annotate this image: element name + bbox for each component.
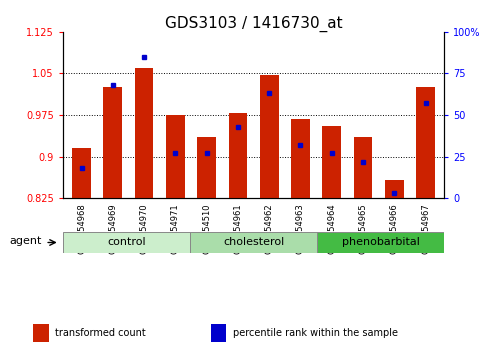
Text: control: control [107, 238, 146, 247]
Text: transformed count: transformed count [55, 328, 146, 338]
Text: percentile rank within the sample: percentile rank within the sample [233, 328, 398, 338]
Bar [103, 87, 122, 198]
Bar [197, 137, 216, 198]
Bar [416, 87, 435, 198]
Bar [260, 75, 279, 198]
Bar [317, 232, 444, 253]
Bar [166, 115, 185, 198]
Bar [211, 324, 227, 342]
Bar [354, 137, 372, 198]
Bar [135, 68, 154, 198]
Bar [385, 180, 404, 198]
Text: agent: agent [10, 236, 42, 246]
Text: cholesterol: cholesterol [223, 238, 284, 247]
Title: GDS3103 / 1416730_at: GDS3103 / 1416730_at [165, 16, 342, 32]
Bar [228, 113, 247, 198]
Bar [322, 126, 341, 198]
Bar [190, 232, 317, 253]
Bar [72, 148, 91, 198]
Text: phenobarbital: phenobarbital [342, 238, 420, 247]
Bar [33, 324, 49, 342]
Bar [63, 232, 190, 253]
Bar [291, 119, 310, 198]
